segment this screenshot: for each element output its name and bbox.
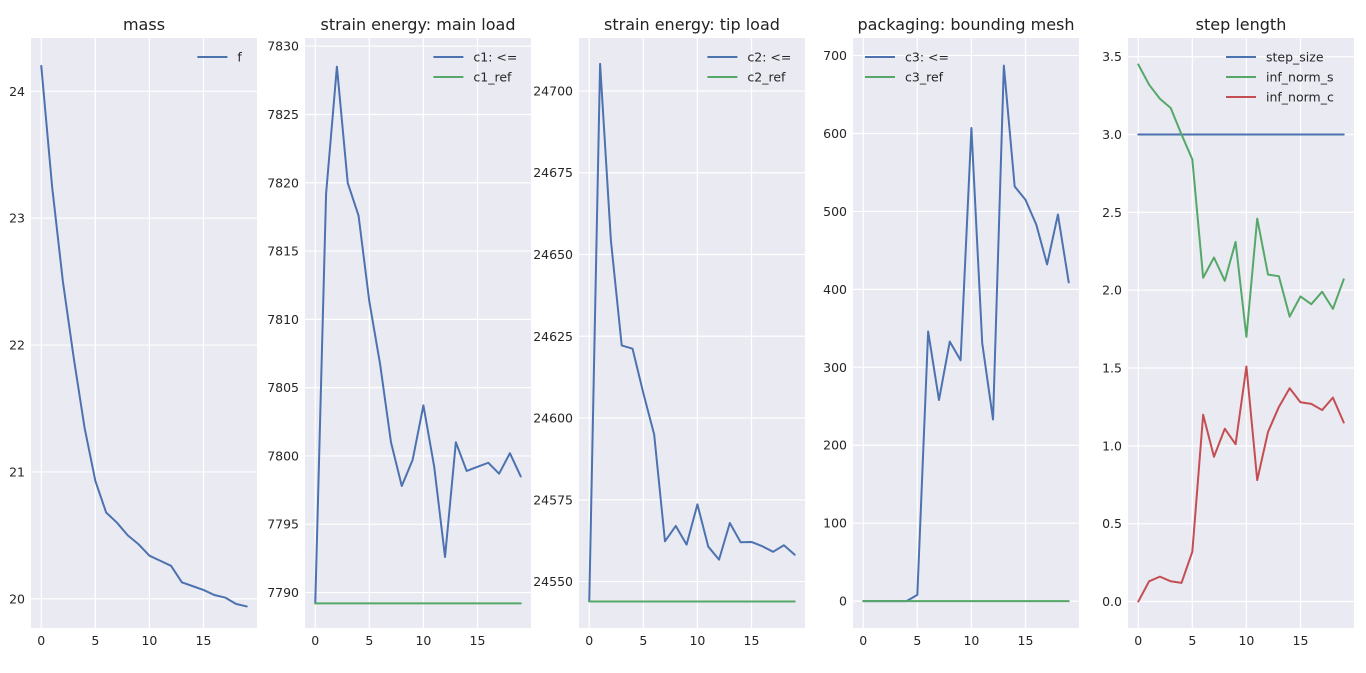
legend-label: f bbox=[237, 50, 242, 65]
legend-label: inf_norm_s bbox=[1266, 70, 1333, 85]
x-tick-label: 5 bbox=[913, 633, 921, 648]
subplot-2: 0 5 10 15 7790 7795 7800 7805 7810 7815 7820 7825 78… bbox=[267, 15, 531, 648]
subplot-5: 0 5 10 15 0.0 0.5 1.0 1.5 2.0 2.5 3.0 3.5 step lengt… bbox=[1102, 15, 1354, 648]
chart-title: mass bbox=[123, 15, 165, 34]
plot-area bbox=[853, 38, 1079, 628]
y-tick-label: 1.0 bbox=[1102, 438, 1122, 453]
x-tick-label: 0 bbox=[1134, 633, 1142, 648]
x-tick-label: 0 bbox=[585, 633, 593, 648]
x-tick-label: 0 bbox=[859, 633, 867, 648]
chart-title: packaging: bounding mesh bbox=[857, 15, 1074, 34]
y-tick-label: 7790 bbox=[267, 585, 299, 600]
y-tick-label: 7810 bbox=[267, 312, 299, 327]
y-tick-label: 7815 bbox=[267, 244, 299, 259]
legend: step_size inf_norm_s inf_norm_c bbox=[1226, 50, 1334, 105]
y-tick-label: 24550 bbox=[533, 574, 573, 589]
x-tick-label: 15 bbox=[470, 633, 486, 648]
y-tick-label: 7825 bbox=[267, 107, 299, 122]
legend-label: c2_ref bbox=[747, 70, 786, 85]
plot-area bbox=[31, 38, 257, 628]
y-tick-label: 24675 bbox=[533, 165, 573, 180]
y-tick-label: 21 bbox=[9, 464, 25, 479]
x-tick-label: 5 bbox=[1188, 633, 1196, 648]
y-tick-label: 3.5 bbox=[1102, 49, 1122, 64]
y-tick-label: 20 bbox=[9, 591, 25, 606]
y-tick-label: 0.5 bbox=[1102, 516, 1122, 531]
plot-area bbox=[305, 38, 531, 628]
subplot-4: 0 5 10 15 0 100 200 300 400 500 600 700 packaging: b… bbox=[823, 15, 1079, 648]
x-tick-label: 0 bbox=[311, 633, 319, 648]
series-line-inf-norm-c bbox=[1137, 365, 1345, 603]
y-tick-label: 100 bbox=[823, 516, 847, 531]
legend-label: c2: <= bbox=[747, 50, 791, 65]
legend-label: inf_norm_c bbox=[1266, 90, 1334, 105]
plot-area bbox=[1128, 38, 1354, 628]
x-tick-label: 15 bbox=[196, 633, 212, 648]
plot-area bbox=[579, 38, 805, 628]
y-tick-label: 1.5 bbox=[1102, 361, 1122, 376]
y-tick-label: 0 bbox=[839, 594, 847, 609]
legend-label: c3: <= bbox=[905, 50, 949, 65]
x-tick-label: 10 bbox=[141, 633, 157, 648]
y-tick-label: 2.5 bbox=[1102, 205, 1122, 220]
y-tick-label: 700 bbox=[823, 48, 847, 63]
legend-label: c1: <= bbox=[473, 50, 517, 65]
x-tick-label: 15 bbox=[1018, 633, 1034, 648]
x-tick-label: 5 bbox=[365, 633, 373, 648]
x-tick-label: 10 bbox=[689, 633, 705, 648]
x-tick-label: 5 bbox=[639, 633, 647, 648]
x-tick-label: 15 bbox=[744, 633, 760, 648]
x-tick-label: 10 bbox=[415, 633, 431, 648]
x-tick-label: 0 bbox=[37, 633, 45, 648]
legend-label: c1_ref bbox=[473, 70, 512, 85]
legend: c1: <= c1_ref bbox=[433, 50, 517, 85]
y-tick-label: 7805 bbox=[267, 380, 299, 395]
y-tick-label: 2.0 bbox=[1102, 283, 1122, 298]
x-tick-label: 5 bbox=[91, 633, 99, 648]
y-tick-label: 24625 bbox=[533, 329, 573, 344]
legend: c2: <= c2_ref bbox=[707, 50, 791, 85]
legend-label: c3_ref bbox=[905, 70, 944, 85]
y-tick-label: 600 bbox=[823, 126, 847, 141]
y-tick-label: 7795 bbox=[267, 517, 299, 532]
chart-title: step length bbox=[1196, 15, 1287, 34]
series-line-c1- bbox=[314, 65, 522, 605]
chart-title: strain energy: tip load bbox=[604, 15, 780, 34]
subplot-1: 0 5 10 15 20 21 22 23 24 mass f bbox=[9, 15, 257, 648]
y-tick-label: 24650 bbox=[533, 247, 573, 262]
x-tick-label: 10 bbox=[963, 633, 979, 648]
y-tick-label: 500 bbox=[823, 204, 847, 219]
y-tick-label: 24 bbox=[9, 84, 25, 99]
y-tick-label: 200 bbox=[823, 438, 847, 453]
y-tick-label: 24700 bbox=[533, 83, 573, 98]
x-tick-label: 15 bbox=[1293, 633, 1309, 648]
y-tick-label: 7830 bbox=[267, 39, 299, 54]
x-tick-label: 10 bbox=[1238, 633, 1254, 648]
y-tick-label: 23 bbox=[9, 211, 25, 226]
legend: c3: <= c3_ref bbox=[865, 50, 949, 85]
y-tick-label: 7820 bbox=[267, 175, 299, 190]
y-tick-label: 24575 bbox=[533, 492, 573, 507]
series-line-f bbox=[40, 64, 248, 608]
y-tick-label: 3.0 bbox=[1102, 127, 1122, 142]
y-tick-label: 400 bbox=[823, 282, 847, 297]
y-tick-label: 7800 bbox=[267, 448, 299, 463]
y-tick-label: 300 bbox=[823, 360, 847, 375]
legend-label: step_size bbox=[1266, 50, 1324, 65]
subplot-3: 0 5 10 15 24550 24575 24600 24625 24650 24675 2470… bbox=[533, 15, 805, 648]
y-tick-label: 0.0 bbox=[1102, 594, 1122, 609]
y-tick-label: 24600 bbox=[533, 411, 573, 426]
series-line-c2- bbox=[588, 62, 796, 603]
chart-title: strain energy: main load bbox=[321, 15, 516, 34]
legend: f bbox=[197, 50, 242, 65]
y-tick-label: 22 bbox=[9, 338, 25, 353]
series-line-inf-norm-s bbox=[1137, 63, 1345, 338]
